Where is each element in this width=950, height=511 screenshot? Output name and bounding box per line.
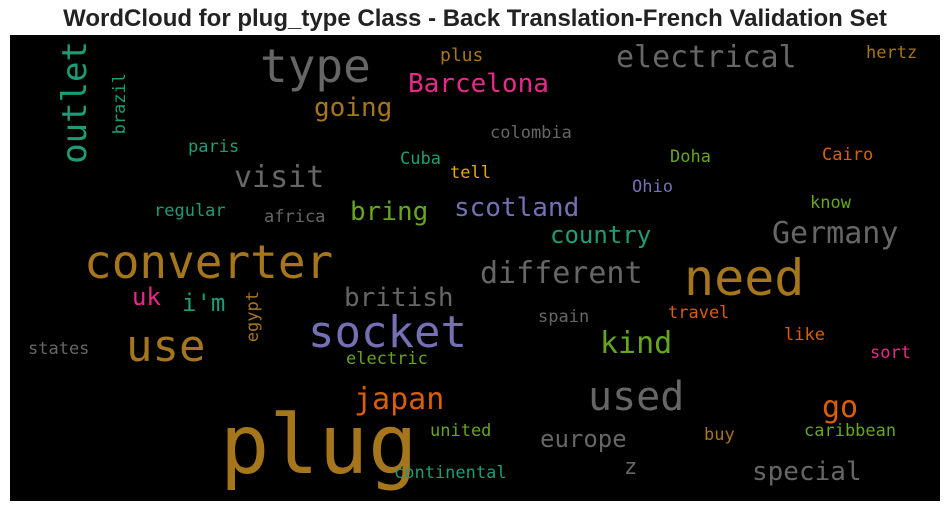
word-cairo: Cairo [822,145,874,165]
word-british: british [344,283,454,313]
word-go: go [822,390,859,425]
word-ohio: Ohio [632,177,673,197]
word-caribbean: caribbean [804,421,897,441]
word-doha: Doha [670,147,711,167]
word-paris: paris [188,137,240,157]
word-barcelona: Barcelona [408,69,549,99]
word-visit: visit [234,160,325,195]
word-japan: japan [354,382,445,417]
word-plug: plug [220,398,418,493]
word-type: type [260,39,371,93]
word-egypt: egypt [243,291,263,343]
word-sort: sort [870,343,911,363]
word-need: need [684,249,805,307]
word-im: i'm [182,289,226,317]
word-z: z [624,455,638,480]
word-electrical: electrical [616,40,797,75]
word-brazil: brazil [110,73,130,135]
word-uk: uk [132,283,161,311]
word-colombia: colombia [490,123,572,143]
word-buy: buy [704,425,735,445]
word-continental: continental [394,463,507,483]
word-africa: africa [264,207,326,227]
word-regular: regular [154,201,226,221]
chart-title: WordCloud for plug_type Class - Back Tra… [63,5,887,32]
word-country: country [550,221,652,249]
word-germany: Germany [772,216,899,251]
word-going: going [314,93,393,123]
word-outlet: outlet [55,41,95,164]
word-travel: travel [668,303,730,323]
word-electric: electric [346,349,428,369]
word-converter: converter [84,235,334,289]
word-use: use [126,321,206,372]
word-like: like [784,325,825,345]
word-bring: bring [350,197,429,227]
word-spain: spain [538,307,590,327]
word-know: know [810,193,851,213]
word-cuba: Cuba [400,149,441,169]
word-used: used [588,374,685,420]
word-kind: kind [600,326,673,361]
word-special: special [752,457,862,487]
word-europe: europe [540,425,627,453]
word-united: united [430,421,492,441]
word-socket: socket [308,307,467,358]
word-states: states [28,339,90,359]
word-hertz: hertz [866,43,918,63]
word-scotland: scotland [454,193,580,223]
word-tell: tell [450,163,491,183]
wordcloud-canvas: plug need converter type socket use used… [10,35,940,501]
word-different: different [480,256,643,291]
word-plus: plus [440,45,484,66]
